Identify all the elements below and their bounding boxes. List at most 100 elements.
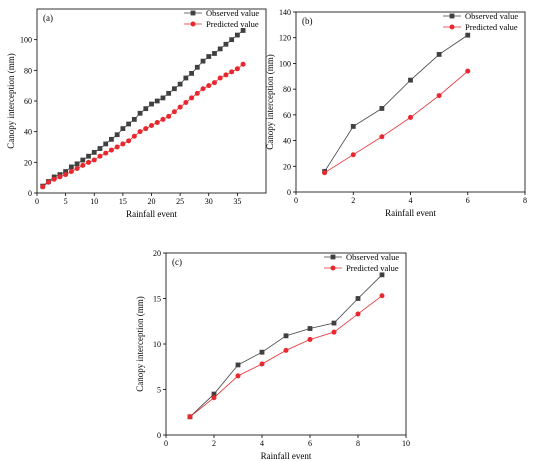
data-point-observed bbox=[154, 98, 160, 104]
data-point-observed bbox=[235, 362, 241, 368]
data-point-observed bbox=[177, 81, 183, 87]
legend-entry: Observed value bbox=[206, 8, 259, 18]
data-point-predicted bbox=[51, 176, 57, 182]
data-point-predicted bbox=[97, 153, 103, 159]
data-point-predicted bbox=[160, 116, 166, 122]
data-point-observed bbox=[189, 71, 194, 76]
data-point-predicted bbox=[465, 68, 471, 74]
y-axis-label: Canopy interception (mm) bbox=[6, 53, 16, 148]
x-tick-label: 6 bbox=[308, 439, 312, 448]
data-point-predicted bbox=[126, 138, 132, 144]
x-tick-label: 25 bbox=[176, 197, 184, 206]
legend-marker-observed bbox=[449, 13, 455, 19]
data-point-observed bbox=[223, 41, 229, 47]
panel-label: (b) bbox=[302, 16, 313, 26]
data-point-predicted bbox=[91, 157, 97, 163]
y-tick-label: 40 bbox=[283, 137, 291, 146]
data-point-observed bbox=[259, 349, 265, 355]
data-point-observed bbox=[206, 54, 212, 59]
data-point-observed bbox=[229, 37, 235, 43]
series-line-observed bbox=[189, 274, 383, 418]
data-point-predicted bbox=[307, 336, 313, 342]
data-point-predicted bbox=[183, 100, 189, 106]
data-point-observed bbox=[436, 52, 442, 57]
data-point-observed bbox=[114, 132, 120, 138]
y-tick-label: 20 bbox=[24, 158, 32, 167]
data-point-observed bbox=[331, 320, 337, 326]
y-tick-label: 120 bbox=[279, 34, 291, 43]
y-tick-label: 20 bbox=[283, 162, 291, 171]
data-point-predicted bbox=[189, 95, 195, 101]
data-point-predicted bbox=[436, 93, 442, 99]
x-tick-label: 6 bbox=[466, 196, 470, 205]
y-tick-label: 0 bbox=[157, 431, 161, 440]
legend-entry: Observed value bbox=[465, 11, 518, 21]
data-point-predicted bbox=[217, 75, 223, 81]
data-point-predicted bbox=[74, 165, 80, 171]
data-point-observed bbox=[350, 124, 356, 129]
data-point-observed bbox=[160, 95, 166, 101]
x-tick-label: 2 bbox=[212, 439, 216, 448]
legend-entry: Observed value bbox=[346, 252, 399, 262]
legend-marker-predicted bbox=[449, 24, 455, 30]
data-point-predicted bbox=[120, 141, 126, 147]
data-point-predicted bbox=[379, 134, 385, 140]
data-point-predicted bbox=[149, 123, 154, 129]
data-point-observed bbox=[283, 333, 289, 339]
data-point-predicted bbox=[355, 311, 361, 317]
x-axis-label: Rainfall event bbox=[261, 451, 312, 461]
data-point-predicted bbox=[86, 159, 92, 165]
plot-frame bbox=[295, 11, 526, 193]
legend-entry: Predicted value bbox=[465, 22, 518, 32]
x-tick-label: 0 bbox=[294, 196, 298, 205]
data-point-predicted bbox=[57, 174, 63, 180]
legend-marker-predicted bbox=[190, 21, 196, 27]
y-tick-label: 0 bbox=[28, 189, 32, 198]
data-point-predicted bbox=[68, 169, 74, 175]
y-tick-label: 100 bbox=[20, 36, 32, 45]
y-tick-label: 5 bbox=[157, 386, 161, 395]
data-point-predicted bbox=[223, 72, 229, 78]
x-tick-label: 8 bbox=[523, 196, 527, 205]
data-point-predicted bbox=[240, 61, 246, 67]
y-axis-label: Canopy interception (mm) bbox=[135, 296, 145, 391]
data-point-observed bbox=[80, 157, 86, 163]
data-point-observed bbox=[131, 117, 137, 122]
x-tick-label: 4 bbox=[409, 196, 413, 205]
x-tick-label: 5 bbox=[64, 197, 68, 206]
data-point-predicted bbox=[40, 184, 46, 190]
chart-panel-2: 0 2 4 6 8 10 0 5 10 15 20 Rainfall event Canopy inte… bbox=[135, 249, 410, 461]
data-point-observed bbox=[120, 126, 126, 131]
data-point-predicted bbox=[234, 66, 240, 72]
data-point-predicted bbox=[114, 144, 120, 150]
x-axis-label: Rainfall event bbox=[385, 208, 436, 218]
data-point-predicted bbox=[211, 395, 217, 401]
data-point-observed bbox=[217, 46, 223, 52]
x-tick-label: 4 bbox=[260, 439, 264, 448]
data-point-predicted bbox=[322, 170, 328, 176]
data-point-observed bbox=[211, 391, 217, 397]
x-tick-label: 10 bbox=[402, 439, 410, 448]
series-line-predicted bbox=[324, 70, 469, 174]
data-point-predicted bbox=[143, 126, 149, 132]
data-point-predicted bbox=[177, 104, 183, 110]
data-point-predicted bbox=[45, 179, 51, 185]
series-line-predicted bbox=[189, 295, 383, 418]
data-point-predicted bbox=[206, 83, 212, 89]
data-point-predicted bbox=[194, 90, 200, 96]
data-point-predicted bbox=[187, 414, 193, 420]
series-line-observed bbox=[324, 34, 468, 172]
y-tick-label: 15 bbox=[153, 295, 161, 304]
y-tick-label: 20 bbox=[153, 249, 161, 258]
data-point-predicted bbox=[408, 114, 413, 120]
data-point-observed bbox=[379, 272, 385, 278]
data-point-predicted bbox=[108, 147, 114, 153]
data-point-observed bbox=[200, 58, 206, 64]
x-tick-label: 20 bbox=[148, 197, 156, 206]
data-point-predicted bbox=[80, 162, 86, 168]
data-point-predicted bbox=[154, 119, 160, 125]
y-tick-label: 60 bbox=[283, 111, 291, 120]
y-tick-label: 80 bbox=[24, 66, 32, 75]
